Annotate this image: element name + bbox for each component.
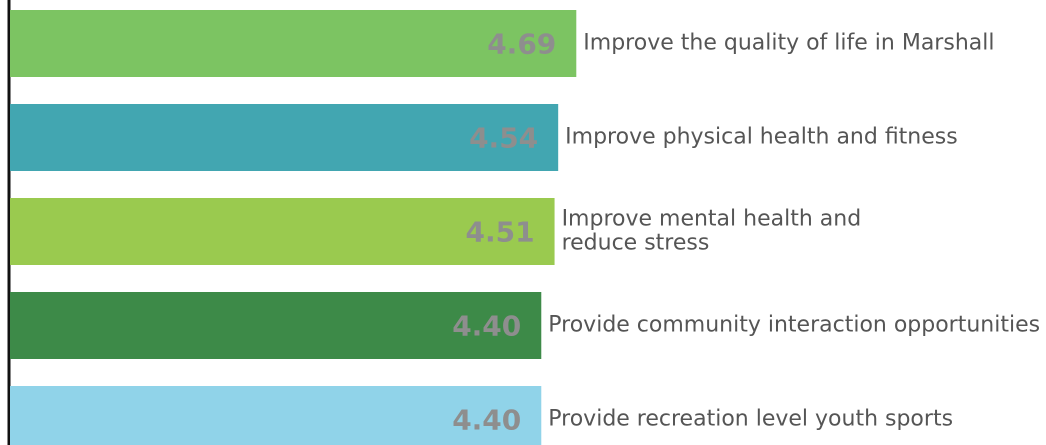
category-line: Improve the quality of life in Marshall: [583, 31, 994, 56]
bar: [10, 104, 559, 171]
value-label: 4.40: [452, 404, 521, 437]
value-label: 4.69: [487, 28, 556, 61]
category-line: Improve mental health and: [562, 207, 862, 232]
value-label: 4.54: [469, 122, 538, 155]
category-line: Provide community interaction opportunit…: [548, 313, 1040, 338]
category-label: Improve physical health and fitness: [565, 125, 958, 150]
category-line: Improve physical health and fitness: [565, 125, 958, 150]
value-label: 4.51: [465, 216, 534, 249]
value-label: 4.40: [452, 310, 521, 343]
bar: [10, 10, 577, 77]
category-label: Provide recreation level youth sports: [548, 407, 953, 432]
bar: [10, 386, 542, 445]
category-label: Improve mental health and reduce stress: [562, 207, 862, 256]
category-line: Provide recreation level youth sports: [548, 407, 953, 432]
category-line: reduce stress: [562, 231, 710, 256]
bar: [10, 292, 542, 359]
category-label: Provide community interaction opportunit…: [548, 313, 1040, 338]
bar: [10, 198, 555, 265]
category-label: Improve the quality of life in Marshall: [583, 31, 994, 56]
